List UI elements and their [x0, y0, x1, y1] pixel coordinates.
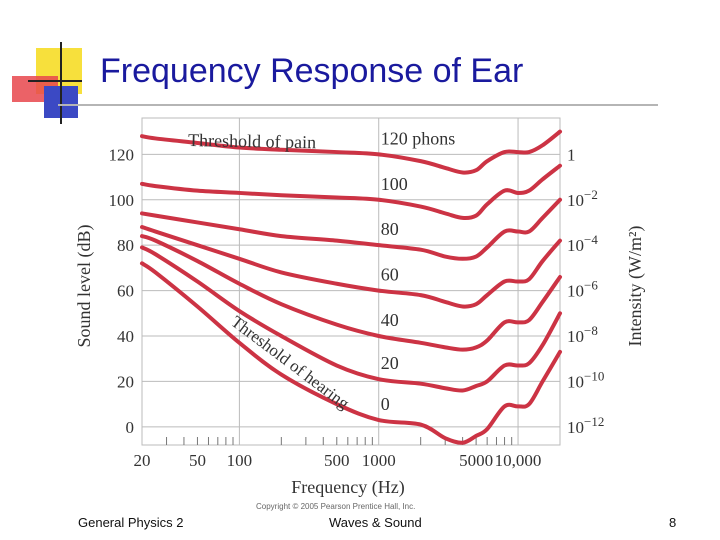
y-tick-label: 40 — [117, 327, 134, 346]
x-tick-label: 100 — [227, 451, 253, 470]
curve-5 — [140, 245, 562, 393]
curve-label-5: 20 — [381, 353, 399, 373]
intensity-tick-label: 10−12 — [567, 414, 604, 437]
y-tick-label: 60 — [117, 282, 134, 301]
x-tick-label: 5000 — [459, 451, 493, 470]
x-tick-label: 500 — [324, 451, 350, 470]
curve-3 — [140, 225, 562, 309]
threshold-of-pain-label: Threshold of pain — [188, 130, 316, 152]
curve-label-6: 0 — [381, 394, 390, 414]
intensity-axis-label: Intensity (W/m²) — [625, 226, 646, 347]
x-tick-label: 1000 — [362, 451, 396, 470]
footer-page-number: 8 — [669, 515, 677, 530]
curve-2 — [140, 197, 562, 261]
x-tick-label: 20 — [134, 451, 151, 470]
intensity-tick-label: 10−4 — [567, 232, 598, 255]
curve-6 — [140, 261, 562, 445]
chart-labels: 120 phons 100 80 60 40 20 0 0 20 40 60 80 100 120 20 50… — [109, 128, 605, 470]
footer-topic: Waves & Sound — [329, 515, 422, 530]
curve-label-2: 80 — [381, 219, 399, 239]
y-tick-label: 80 — [117, 236, 134, 255]
x-tick-label: 50 — [189, 451, 206, 470]
copyright-notice: Copyright © 2005 Pearson Prentice Hall, … — [256, 502, 416, 511]
intensity-tick-label: 10−8 — [567, 323, 598, 346]
curve-label-0: 120 phons — [381, 128, 456, 148]
curve-0 — [140, 129, 562, 175]
curve-4 — [140, 234, 562, 352]
y-tick-label: 120 — [109, 145, 135, 164]
y-tick-label: 20 — [117, 372, 134, 391]
intensity-tick-label: 1 — [567, 145, 576, 164]
y-axis-label: Sound level (dB) — [74, 225, 95, 348]
x-axis-label: Frequency (Hz) — [291, 477, 404, 498]
y-tick-label: 100 — [109, 191, 135, 210]
intensity-tick-label: 10−2 — [567, 187, 598, 210]
intensity-tick-label: 10−10 — [567, 368, 604, 391]
curve-1 — [140, 163, 562, 221]
curve-label-4: 40 — [381, 310, 399, 330]
plot-frame — [141, 117, 561, 446]
deco-horizontal-line — [28, 80, 82, 82]
curve-label-3: 60 — [381, 265, 399, 285]
footer-course: General Physics 2 — [78, 515, 184, 530]
intensity-tick-label: 10−6 — [567, 278, 598, 301]
curve-label-1: 100 — [381, 174, 408, 194]
page-title: Frequency Response of Ear — [100, 52, 524, 90]
x-tick-label: 10,000 — [495, 451, 542, 470]
deco-vertical-line — [60, 42, 62, 124]
title-divider — [58, 104, 658, 106]
y-tick-label: 0 — [126, 418, 135, 437]
curves — [140, 129, 562, 445]
